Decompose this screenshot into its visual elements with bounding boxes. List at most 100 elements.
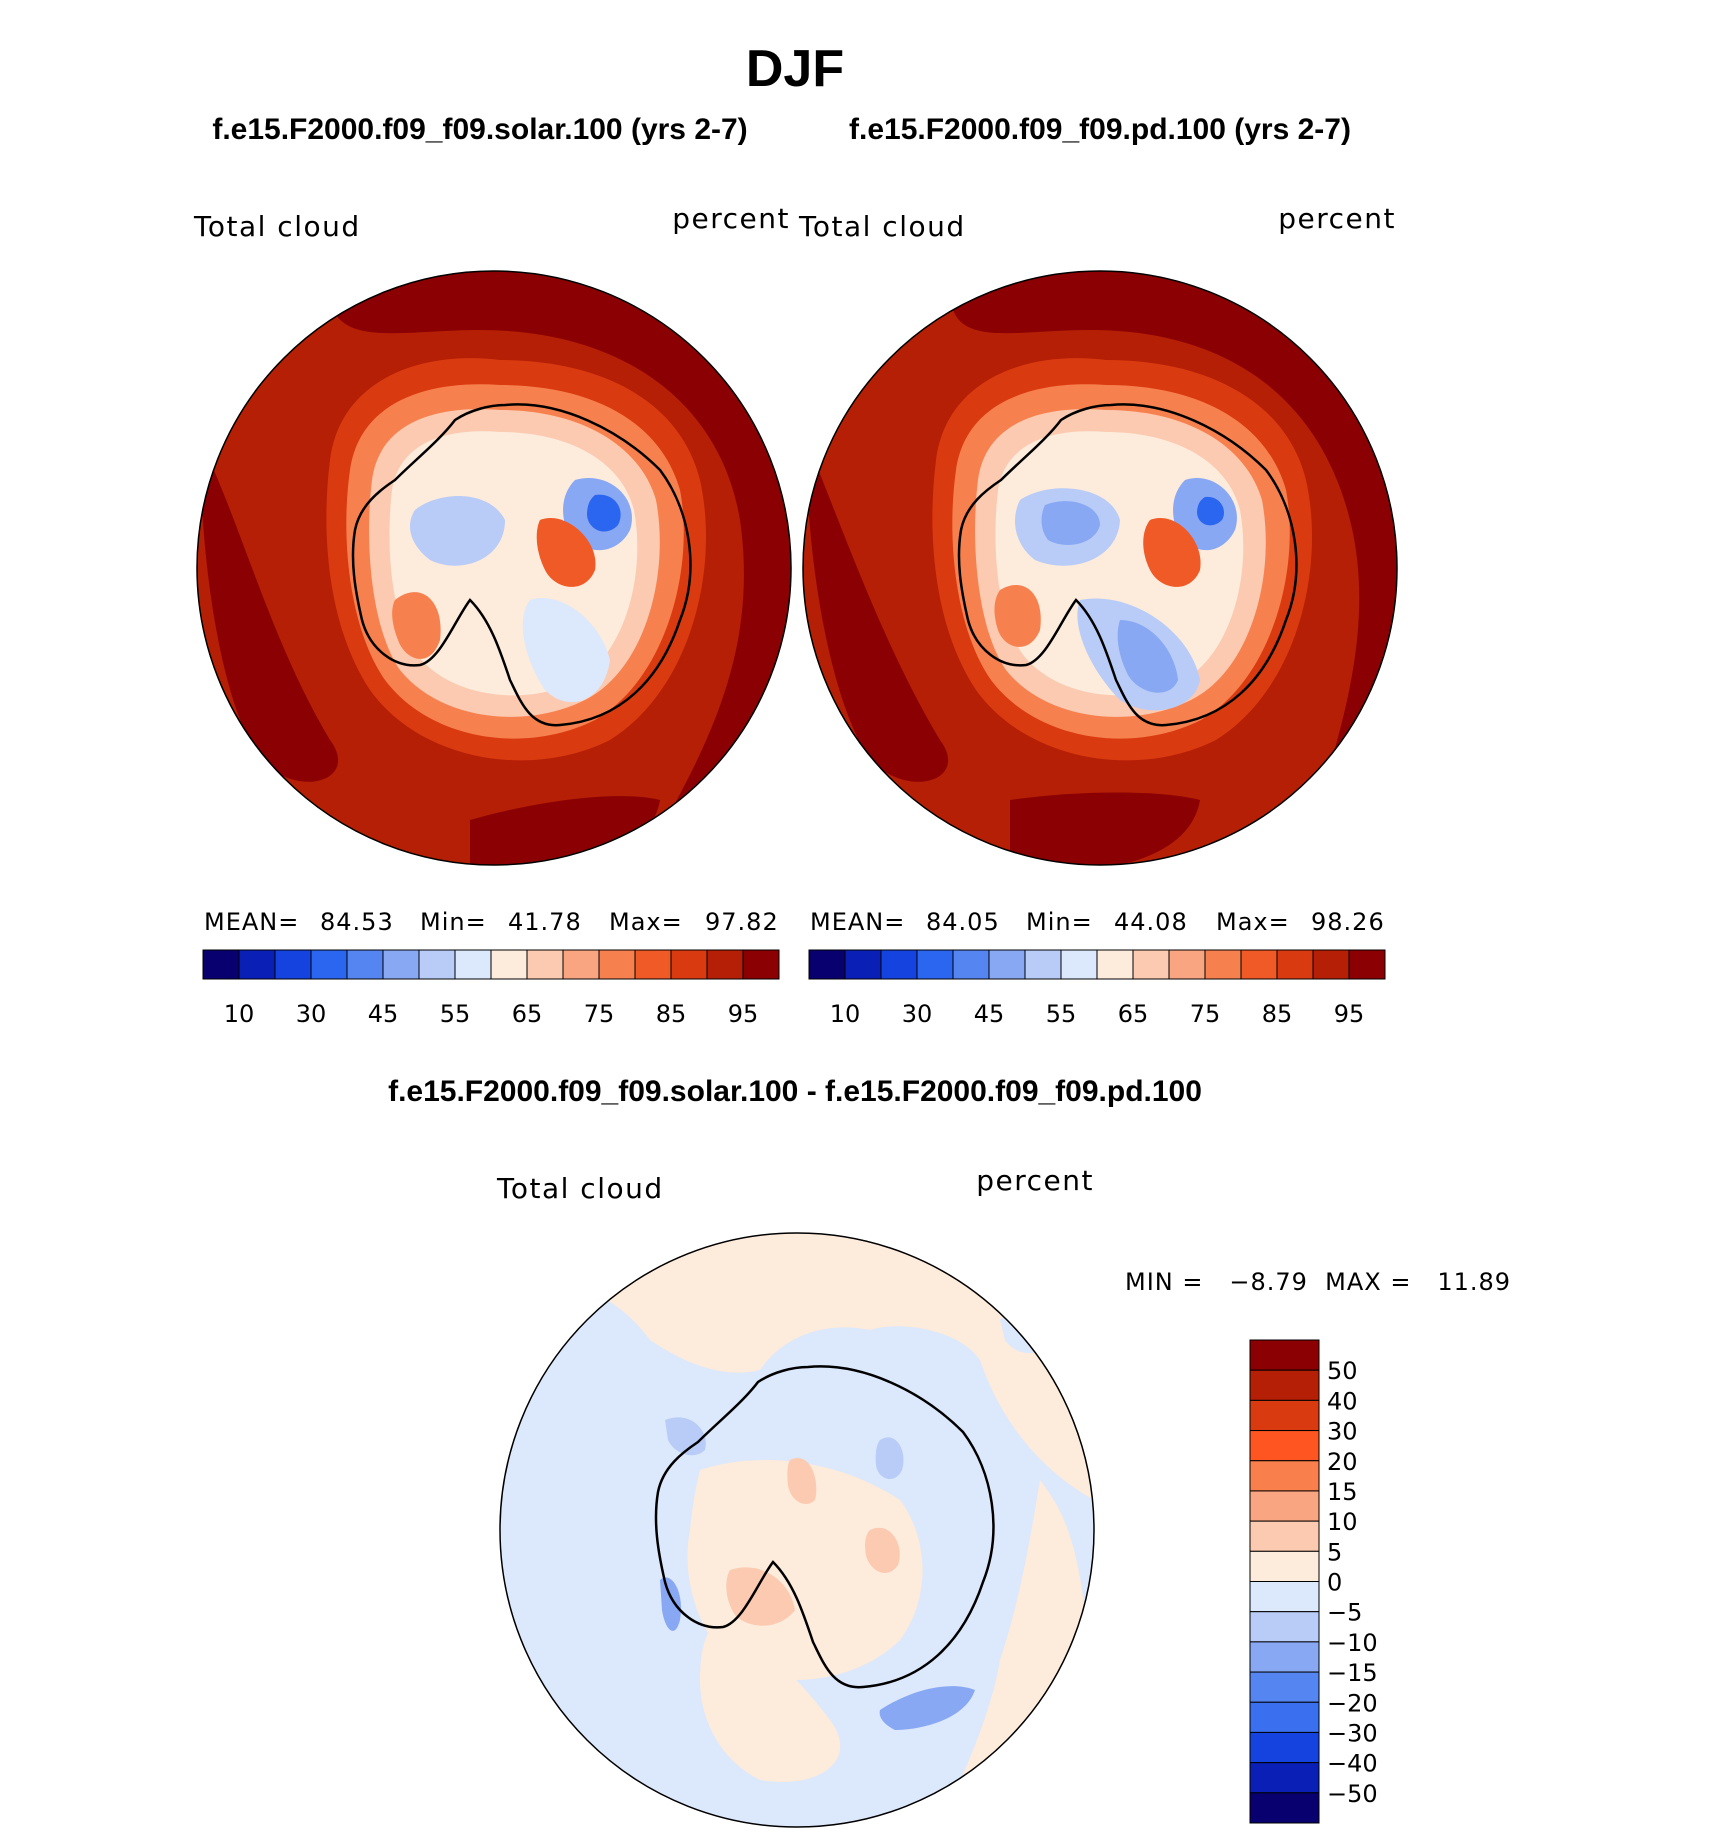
left-colorbar-tick-label: 95 [728, 1000, 759, 1028]
diff-colorbar-tick-label: −15 [1327, 1659, 1378, 1687]
right-colorbar-swatch [1060, 949, 1098, 980]
left-max-value: 97.82 [705, 908, 779, 936]
diff-antarctica-coastline [654, 1365, 995, 1689]
left-colorbar-swatch [634, 949, 672, 980]
right-mean-label: MEAN= [810, 908, 905, 936]
left-colorbar-swatch [310, 949, 348, 980]
left-antarctica-coastline [351, 403, 692, 727]
figure-title: DJF [746, 40, 844, 98]
left-colorbar-tick-label: 85 [656, 1000, 687, 1028]
diff-colorbar-tick-label: 30 [1327, 1418, 1358, 1446]
diff-case-title: f.e15.F2000.f09_f09.solar.100 - f.e15.F2… [388, 1075, 1202, 1108]
diff-colorbar-swatch [1249, 1369, 1320, 1401]
left-colorbar-tick-label: 55 [440, 1000, 471, 1028]
left-colorbar-swatch [274, 949, 312, 980]
right-colorbar-swatch [916, 949, 954, 980]
diff-colorbar-swatch [1249, 1581, 1320, 1613]
right-colorbar-tick-label: 30 [902, 1000, 933, 1028]
right-colorbar-swatch [844, 949, 882, 980]
left-colorbar-tick-label: 45 [368, 1000, 399, 1028]
diff-colorbar-swatch [1249, 1611, 1320, 1643]
left-mean-label: MEAN= [204, 908, 299, 936]
left-colorbar-swatch [418, 949, 456, 980]
right-colorbar-swatch [1024, 949, 1062, 980]
diff-variable-label: Total cloud [496, 1172, 664, 1205]
diff-colorbar-swatch [1249, 1671, 1320, 1703]
right-colorbar-swatch [1096, 949, 1134, 980]
diff-colorbar-swatch [1249, 1460, 1320, 1492]
diff-colorbar-tick-label: 20 [1327, 1448, 1358, 1476]
diff-minmax-label: MIN = −8.79 MAX = 11.89 [1125, 1268, 1511, 1296]
left-colorbar-swatch [562, 949, 600, 980]
diff-colorbar-tick-label: −20 [1327, 1689, 1378, 1717]
diff-colorbar-swatch [1249, 1641, 1320, 1673]
right-colorbar-swatch [1168, 949, 1206, 980]
right-colorbar-tick-label: 55 [1046, 1000, 1077, 1028]
diff-colorbar-tick-label: −5 [1327, 1599, 1362, 1627]
left-max-label: Max= [609, 908, 683, 936]
right-max-label: Max= [1216, 908, 1290, 936]
diff-map-border [499, 1232, 1095, 1828]
diff-colorbar-swatch [1249, 1490, 1320, 1522]
right-colorbar-swatch [808, 949, 846, 980]
left-colorbar-tick-label: 75 [584, 1000, 615, 1028]
left-colorbar-swatch [526, 949, 564, 980]
diff-colorbar-tick-label: 15 [1327, 1478, 1358, 1506]
right-colorbar-tick-label: 85 [1262, 1000, 1293, 1028]
right-case-title: f.e15.F2000.f09_f09.pd.100 (yrs 2-7) [849, 113, 1351, 146]
right-max-value: 98.26 [1311, 908, 1385, 936]
diff-units-label: percent [976, 1164, 1094, 1197]
right-antarctica-coastline [957, 403, 1298, 727]
right-map-border [802, 270, 1398, 866]
right-colorbar-swatch [1276, 949, 1314, 980]
left-map-border [196, 270, 792, 866]
right-colorbar-swatch [988, 949, 1026, 980]
left-colorbar-swatch [454, 949, 492, 980]
diff-colorbar-swatch [1249, 1792, 1320, 1824]
right-min-value: 44.08 [1114, 908, 1188, 936]
left-colorbar-swatch [238, 949, 276, 980]
left-variable-label: Total cloud [193, 210, 361, 243]
diff-colorbar-tick-label: 50 [1327, 1357, 1358, 1385]
diff-colorbar-tick-label: −30 [1327, 1719, 1378, 1747]
left-case-title: f.e15.F2000.f09_f09.solar.100 (yrs 2-7) [212, 113, 747, 146]
left-colorbar-tick-label: 65 [512, 1000, 543, 1028]
left-min-value: 41.78 [508, 908, 582, 936]
right-colorbar-tick-label: 10 [830, 1000, 861, 1028]
right-min-label: Min= [1026, 908, 1093, 936]
left-colorbar: 10 30 45 55 65 75 85 95 [202, 949, 780, 1028]
diff-colorbar-swatch [1249, 1701, 1320, 1733]
left-colorbar-swatch [490, 949, 528, 980]
right-mean-value: 84.05 [926, 908, 1000, 936]
right-colorbar-swatch [952, 949, 990, 980]
diff-colorbar-swatch [1249, 1399, 1320, 1432]
left-colorbar-tick-label: 30 [296, 1000, 327, 1028]
left-colorbar-swatch [346, 949, 384, 980]
right-colorbar-tick-label: 45 [974, 1000, 1005, 1028]
svg-text:MEAN=: MEAN= [204, 908, 299, 936]
diff-colorbar-swatch [1249, 1762, 1320, 1794]
left-colorbar-swatch [670, 949, 708, 980]
right-colorbar-swatch [880, 949, 918, 980]
diff-colorbar-swatch [1249, 1520, 1320, 1552]
diff-colorbar-tick-label: −40 [1327, 1750, 1378, 1778]
diff-colorbar-swatch [1249, 1430, 1320, 1462]
diff-colorbar-tick-label: 10 [1327, 1508, 1358, 1536]
right-colorbar-swatch [1312, 949, 1350, 980]
diff-polar-map [500, 1233, 1094, 1827]
right-colorbar-swatch [1240, 949, 1278, 980]
right-variable-label: Total cloud [798, 210, 966, 243]
left-units-label: percent [672, 202, 790, 235]
diff-colorbar-tick-label: 5 [1327, 1538, 1342, 1566]
left-colorbar-swatch [706, 949, 744, 980]
diff-colorbar-tick-label: −50 [1327, 1780, 1378, 1808]
left-colorbar-swatch [742, 949, 780, 980]
right-colorbar-swatch [1348, 949, 1386, 980]
left-colorbar-swatch [598, 949, 636, 980]
left-min-label: Min= [420, 908, 487, 936]
right-units-label: percent [1278, 202, 1396, 235]
diff-colorbar-swatch [1249, 1731, 1320, 1764]
diff-colorbar-swatch [1249, 1550, 1320, 1582]
